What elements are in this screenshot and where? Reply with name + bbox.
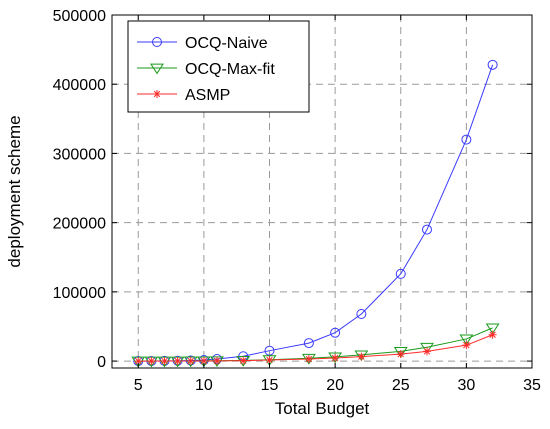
data-point-ocq-max-fit bbox=[210, 356, 224, 368]
legend-label-asmp: ASMP bbox=[185, 87, 230, 104]
series-asmp bbox=[134, 330, 497, 366]
data-point-asmp bbox=[488, 330, 497, 339]
data-point-ocq-max-fit bbox=[459, 334, 474, 346]
data-point-asmp bbox=[357, 352, 366, 361]
data-point-ocq-naive bbox=[461, 134, 472, 145]
data-point-asmp bbox=[396, 350, 405, 359]
legend-label-ocq-max-fit: OCQ-Max-fit bbox=[185, 61, 275, 78]
data-point-asmp bbox=[213, 356, 221, 365]
y-tick-label: 400000 bbox=[53, 77, 106, 94]
data-point-ocq-naive bbox=[395, 268, 406, 279]
series-line-asmp bbox=[138, 334, 493, 362]
legend-marker-ocq-naive bbox=[152, 37, 162, 47]
y-tick-label: 200000 bbox=[53, 216, 106, 233]
data-point-ocq-max-fit bbox=[354, 350, 369, 362]
data-point-asmp bbox=[331, 353, 340, 362]
plot-frame bbox=[111, 14, 533, 369]
data-point-asmp bbox=[304, 355, 313, 364]
data-point-asmp bbox=[186, 356, 195, 365]
x-tick-label: 20 bbox=[326, 377, 344, 394]
data-point-ocq-naive bbox=[264, 345, 275, 356]
axis-ticks: 5 10 15 20 25 30 35 0 100000 200000 300000 400000 50… bbox=[53, 8, 541, 394]
series-layer bbox=[131, 59, 500, 368]
y-tick-label: 100000 bbox=[53, 285, 106, 302]
data-point-ocq-naive bbox=[356, 309, 367, 320]
data-point-asmp bbox=[423, 347, 431, 356]
data-point-ocq-max-fit bbox=[420, 342, 434, 354]
data-point-ocq-naive bbox=[487, 59, 498, 70]
data-point-asmp bbox=[147, 357, 156, 366]
x-tick-label: 10 bbox=[195, 377, 213, 394]
data-point-asmp bbox=[199, 356, 208, 365]
data-point-ocq-naive bbox=[303, 338, 314, 349]
x-axis-label: Total Budget bbox=[275, 399, 370, 418]
x-tick-label: 30 bbox=[457, 377, 475, 394]
x-tick-label: 5 bbox=[134, 377, 143, 394]
y-tick-label: 500000 bbox=[53, 8, 106, 25]
data-point-asmp bbox=[265, 356, 274, 365]
legend-box bbox=[127, 20, 310, 113]
data-point-ocq-naive bbox=[330, 327, 341, 338]
legend-marker-ocq-max-fit bbox=[150, 63, 164, 75]
y-tick-label: 300000 bbox=[53, 146, 106, 163]
data-point-asmp bbox=[173, 357, 182, 366]
data-point-asmp bbox=[134, 357, 143, 366]
x-tick-label: 35 bbox=[523, 377, 541, 394]
x-tick-label: 25 bbox=[392, 377, 410, 394]
legend-marker-asmp bbox=[153, 90, 161, 98]
data-point-asmp bbox=[462, 341, 471, 350]
x-tick-label: 15 bbox=[261, 377, 279, 394]
y-tick-label: 0 bbox=[97, 354, 106, 371]
legend: OCQ-Naive OCQ-Max-fit ASMP bbox=[127, 20, 310, 113]
data-point-ocq-max-fit bbox=[236, 355, 251, 367]
y-axis-label: deployment scheme bbox=[5, 115, 24, 267]
data-point-asmp bbox=[160, 357, 169, 366]
data-point-ocq-naive bbox=[422, 224, 432, 235]
data-point-ocq-max-fit bbox=[485, 323, 500, 335]
legend-label-ocq-naive: OCQ-Naive bbox=[185, 35, 268, 52]
data-point-asmp bbox=[239, 356, 248, 365]
data-point-ocq-max-fit bbox=[393, 346, 408, 358]
